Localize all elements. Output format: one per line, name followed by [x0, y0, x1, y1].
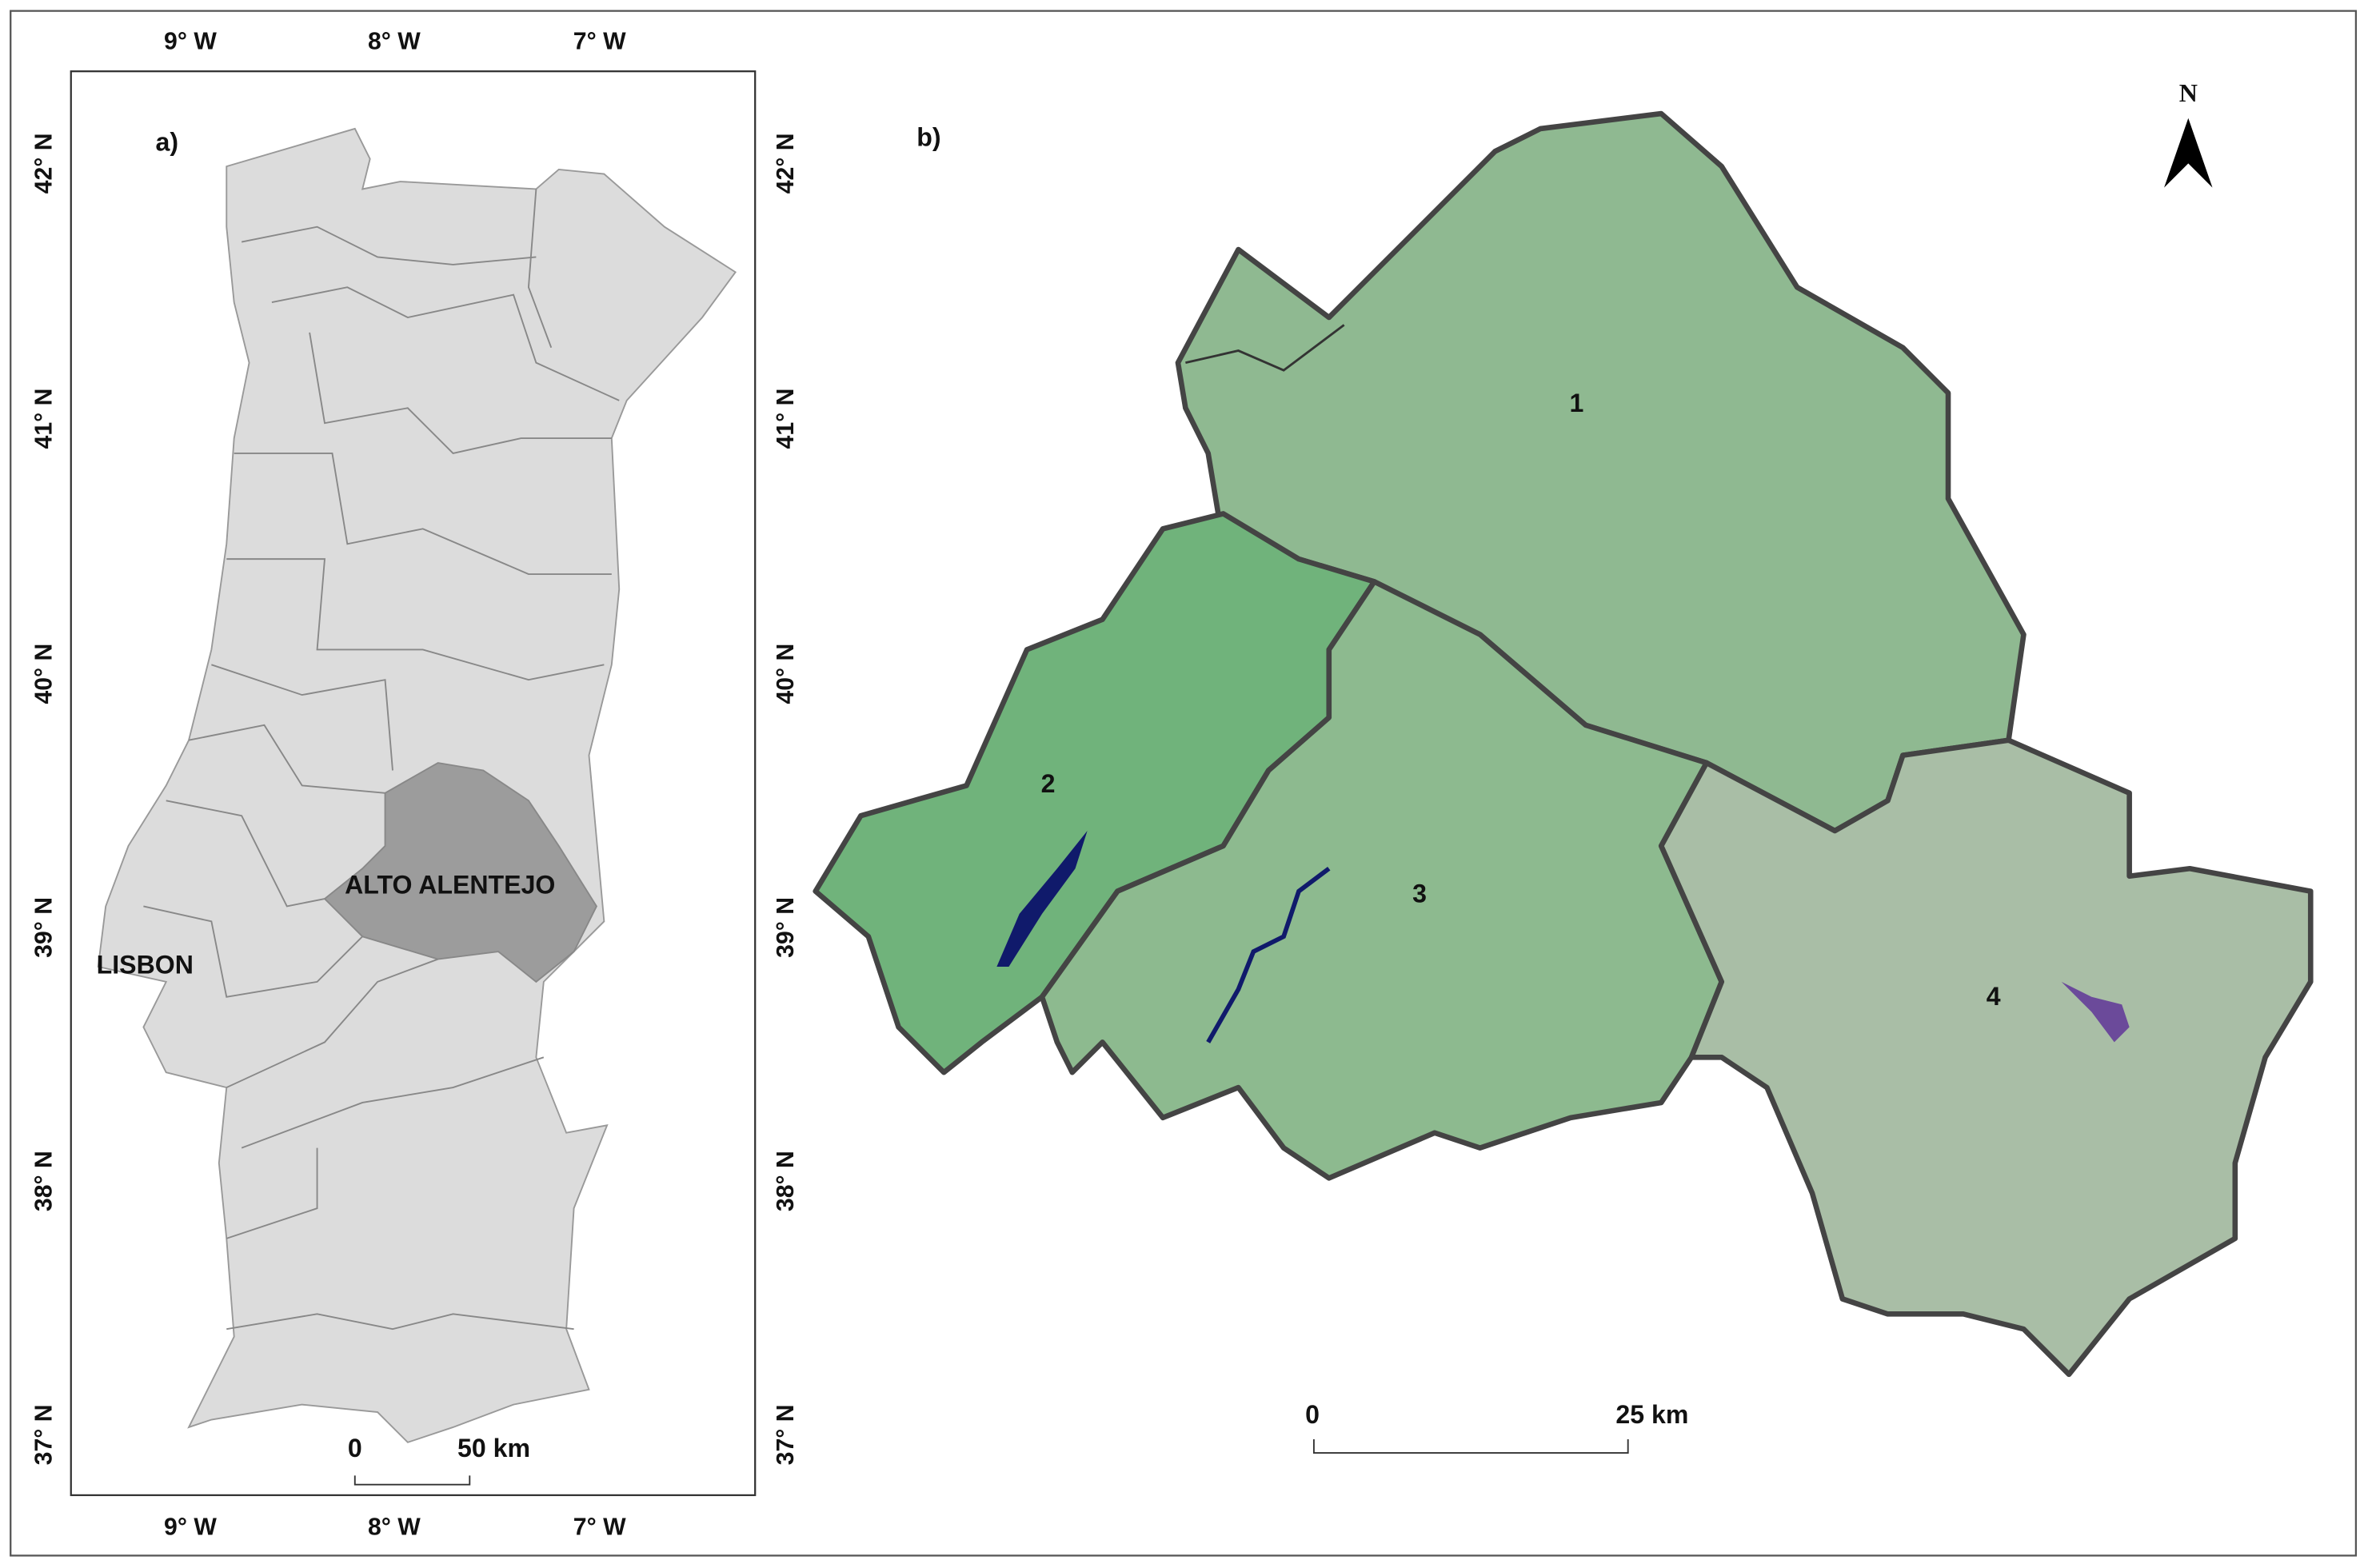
- regions: [813, 110, 2314, 1378]
- scale-label: 50 km: [457, 1434, 530, 1462]
- river: [1206, 866, 1331, 1043]
- lat-label: 38° N: [773, 1151, 799, 1211]
- lat-label: 40° N: [31, 644, 58, 704]
- scale-label: 0: [348, 1434, 362, 1462]
- lat-label: 42° N: [31, 133, 58, 194]
- lon-label: 8° W: [368, 1514, 421, 1540]
- region-label: 2: [1041, 769, 1056, 798]
- north-arrow: N: [2164, 78, 2213, 188]
- region-label: 1: [1570, 389, 1584, 417]
- reservoir: [2061, 981, 2130, 1043]
- region: [1658, 737, 2314, 1378]
- scale-line: [1312, 1439, 1629, 1454]
- scale-bar: 0 50 km: [348, 1434, 530, 1486]
- lat-label: 39° N: [31, 897, 58, 958]
- scale-line: [353, 1475, 471, 1486]
- lat-label: 37° N: [31, 1404, 58, 1465]
- region-label: 4: [1987, 982, 2001, 1011]
- reservoir: [996, 831, 1088, 967]
- coordinates: 9° W 9° W 8° W 8° W 7° W 7° W 42° N 42° N 41° N 4…: [31, 28, 799, 1540]
- alto-alentejo: [323, 762, 597, 983]
- panel-label: b): [916, 123, 940, 152]
- lat-label: 40° N: [773, 644, 799, 704]
- lat-label: 41° N: [773, 389, 799, 449]
- lat-label: 41° N: [31, 389, 58, 449]
- lat-label: 37° N: [773, 1404, 799, 1465]
- region-label: 3: [1412, 880, 1427, 908]
- district-borders: [143, 189, 620, 1331]
- scale-label: 0: [1305, 1400, 1320, 1429]
- lat-label: 39° N: [773, 897, 799, 958]
- place-label: ALTO ALENTEJO: [345, 870, 555, 899]
- place-label: LISBON: [97, 950, 194, 979]
- scale-bar: 0 25 km: [1305, 1400, 1688, 1454]
- lat-label: 38° N: [31, 1151, 58, 1211]
- panel-label: a): [156, 127, 179, 156]
- lon-label: 9° W: [164, 28, 217, 54]
- scale-label: 25 km: [1615, 1400, 1688, 1429]
- lon-label: 7° W: [573, 1514, 626, 1540]
- lon-label: 7° W: [573, 28, 626, 54]
- north-label: N: [2179, 78, 2198, 107]
- lon-label: 9° W: [164, 1514, 217, 1540]
- arrow: [2164, 118, 2213, 188]
- inner-border: [1185, 324, 1345, 372]
- lon-label: 8° W: [368, 28, 421, 54]
- lat-label: 42° N: [773, 133, 799, 194]
